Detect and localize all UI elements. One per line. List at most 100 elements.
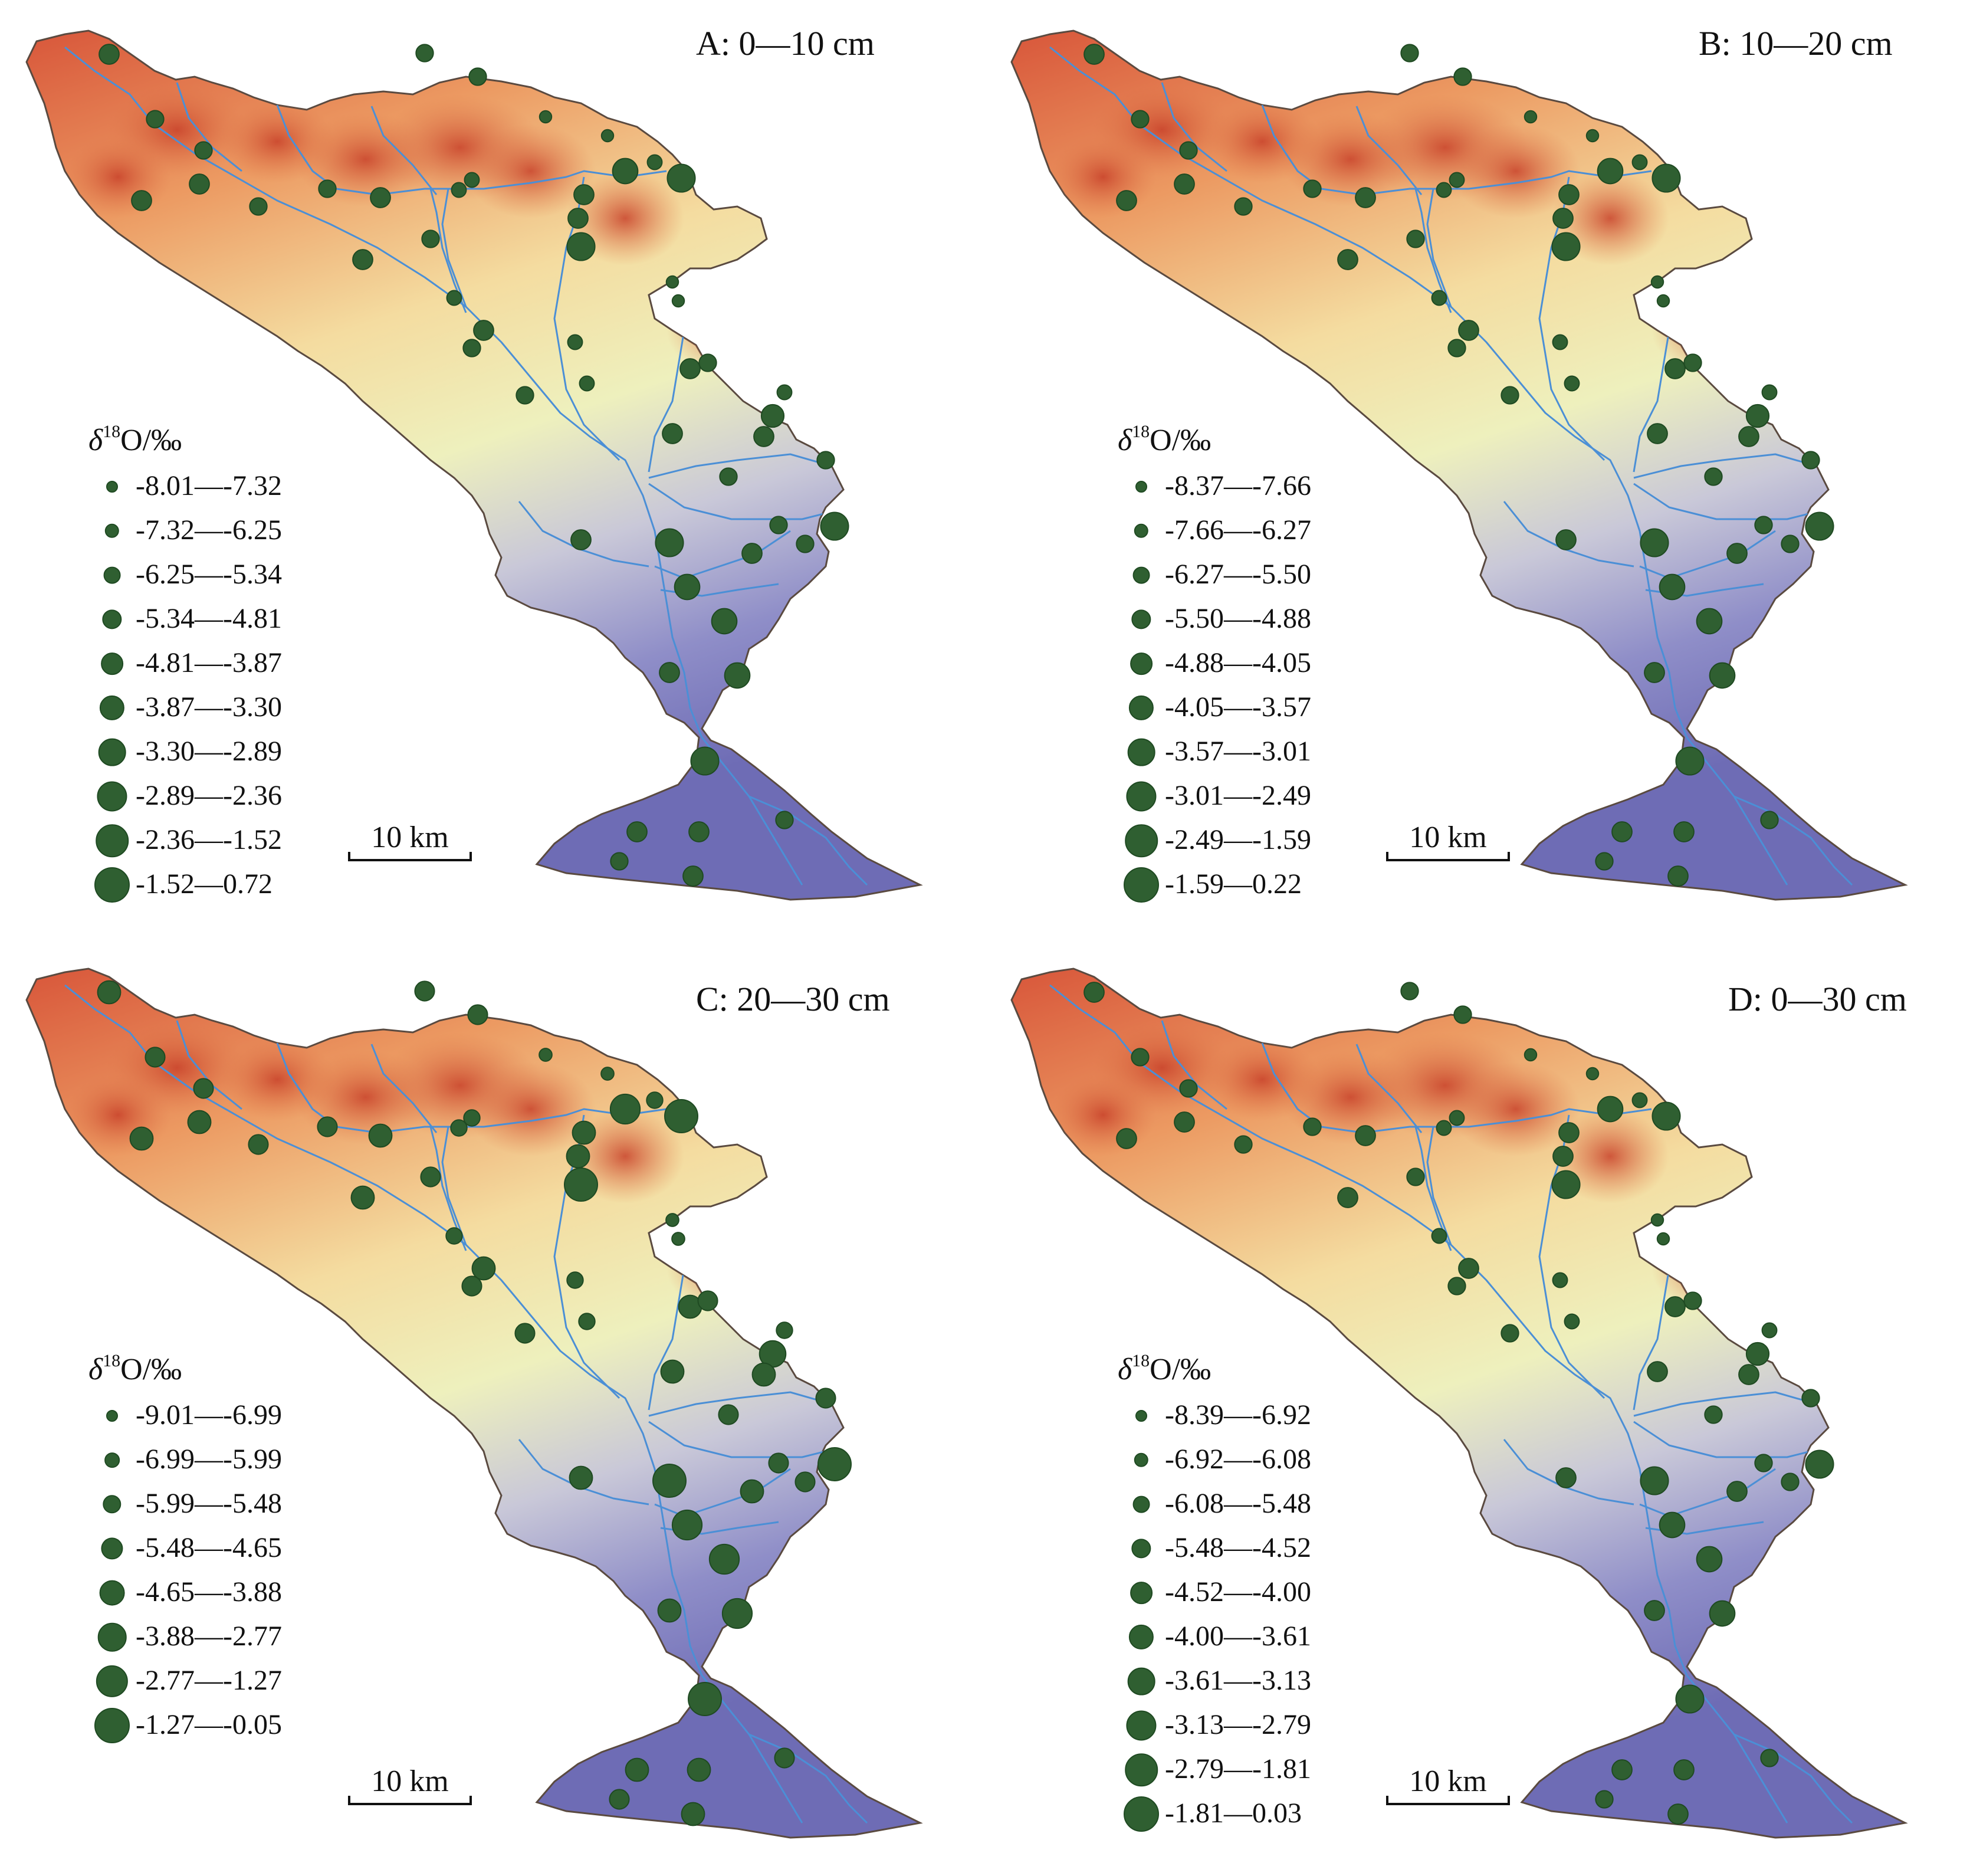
- sample-site-marker: [796, 534, 815, 553]
- sample-site-marker: [1595, 852, 1614, 871]
- sample-site-marker: [566, 1271, 584, 1289]
- legend-item: -6.08—-5.48: [1118, 1483, 1311, 1527]
- sample-site-marker: [760, 404, 785, 428]
- legend-a: δ18O/‰ -8.01—-7.32 -7.32—-6.25 -6.25—-5.34 -…: [88, 422, 282, 907]
- sample-site-marker: [815, 1388, 836, 1409]
- sample-site-marker: [1116, 190, 1137, 211]
- legend-circle-icon: [101, 1537, 123, 1560]
- sample-site-marker: [1234, 1135, 1253, 1154]
- panel-title-d: D: 0—30 cm: [1728, 980, 1907, 1018]
- sample-site-marker: [420, 1166, 441, 1188]
- legend-label: -3.01—-2.49: [1165, 780, 1311, 811]
- sample-site-marker: [1552, 1146, 1574, 1167]
- legend-item: -4.52—-4.00: [1118, 1571, 1311, 1615]
- sample-site-marker: [1558, 1122, 1580, 1143]
- sample-site-marker: [1781, 534, 1800, 553]
- sample-site-marker: [612, 158, 639, 185]
- legend-title: δ18O/‰: [88, 422, 182, 457]
- legend-label: -2.79—-1.81: [1165, 1753, 1311, 1785]
- legend-c: δ18O/‰ -9.01—-6.99 -6.99—-5.99 -5.99—-5.48 -…: [88, 1351, 282, 1748]
- sample-site-marker: [1761, 384, 1778, 401]
- sample-site-marker: [671, 294, 685, 308]
- legend-label: -4.88—-4.05: [1165, 647, 1311, 678]
- river-line: [748, 795, 868, 886]
- legend-label: -3.88—-2.77: [136, 1621, 282, 1652]
- sample-site-marker: [1659, 573, 1686, 601]
- scale-bar-b: 10 km: [1386, 821, 1510, 861]
- legend-circle-icon: [94, 867, 130, 903]
- sample-site-marker: [1664, 358, 1686, 379]
- sample-site-marker: [1355, 1125, 1376, 1146]
- sample-site-marker: [1406, 1167, 1425, 1186]
- sample-site-marker: [1651, 163, 1681, 193]
- sample-site-marker: [471, 1256, 496, 1281]
- sample-site-marker: [1552, 1272, 1568, 1288]
- terrain-ridge: [1050, 1074, 1156, 1156]
- legend-item: -1.81—0.03: [1118, 1792, 1302, 1836]
- sample-site-marker: [776, 1321, 793, 1339]
- sample-site-marker: [1696, 608, 1723, 635]
- sample-site-marker: [626, 821, 648, 842]
- sample-site-marker: [567, 208, 589, 229]
- river-line: [1049, 984, 1688, 1676]
- sample-site-marker: [415, 44, 434, 63]
- sample-site-marker: [1631, 154, 1648, 170]
- scale-label: 10 km: [371, 821, 449, 854]
- river-line: [1161, 1020, 1227, 1110]
- legend-circle-icon: [106, 481, 118, 493]
- sample-site-marker: [1303, 179, 1322, 198]
- legend-circle-icon: [1124, 867, 1159, 903]
- sample-site-marker: [1431, 290, 1447, 306]
- sample-site-marker: [1745, 1342, 1770, 1366]
- legend-label: -4.52—-4.00: [1165, 1576, 1311, 1608]
- sample-site-marker: [687, 1757, 711, 1782]
- legend-item: -8.39—-6.92: [1118, 1394, 1311, 1438]
- river-line: [1639, 1468, 1776, 1517]
- legend-item: -3.87—-3.30: [88, 686, 282, 730]
- legend-label: -7.32—-6.25: [136, 514, 282, 546]
- sample-site-marker: [1726, 1481, 1748, 1502]
- sample-site-marker: [751, 1362, 776, 1387]
- legend-circle-icon: [1131, 1539, 1151, 1559]
- legend-label: -2.36—-1.52: [136, 824, 282, 855]
- sample-site-marker: [776, 384, 793, 401]
- sample-site-marker: [1597, 158, 1624, 185]
- legend-item: -7.32—-6.25: [88, 509, 282, 553]
- legend-circle-icon: [97, 1622, 127, 1652]
- sample-site-marker: [718, 1404, 739, 1425]
- sample-site-marker: [724, 662, 751, 689]
- legend-circle-icon: [103, 566, 121, 584]
- sample-site-marker: [1131, 1048, 1150, 1067]
- sample-site-marker: [1745, 404, 1770, 428]
- sample-site-marker: [1801, 451, 1820, 470]
- legend-label: -4.81—-3.87: [136, 647, 282, 678]
- terrain-ridge: [1551, 171, 1669, 265]
- legend-item: -2.77—-1.27: [88, 1659, 282, 1704]
- legend-label: -6.08—-5.48: [1165, 1488, 1311, 1519]
- panel-title-a: A: 0—10 cm: [696, 24, 875, 63]
- sample-site-marker: [1552, 208, 1574, 229]
- legend-circle-icon: [102, 609, 122, 629]
- sample-site-marker: [1174, 1111, 1195, 1133]
- sample-site-marker: [131, 190, 152, 211]
- legend-label: -2.89—-2.36: [136, 780, 282, 811]
- terrain-ridge: [65, 1074, 171, 1156]
- terrain-ridge: [466, 1062, 596, 1156]
- terrain-ridge: [1050, 136, 1156, 218]
- sample-site-marker: [610, 852, 629, 871]
- sample-site-marker: [1449, 1110, 1465, 1126]
- sample-site-marker: [1234, 197, 1253, 216]
- sample-site-marker: [671, 1509, 703, 1541]
- legend-circle-icon: [1125, 1753, 1158, 1786]
- sample-site-marker: [721, 1598, 753, 1629]
- sample-site-marker: [573, 184, 595, 205]
- sample-site-marker: [462, 339, 481, 358]
- sample-site-marker: [539, 110, 553, 124]
- sample-site-marker: [652, 1464, 687, 1498]
- sample-site-marker: [698, 353, 717, 372]
- map-panel-c: C: 20—30 cm δ18O/‰ -9.01—-6.99 -6.99—-5.99…: [0, 938, 985, 1876]
- legend-item: -8.01—-7.32: [88, 465, 282, 509]
- legend-item: -3.30—-2.89: [88, 730, 282, 775]
- sample-site-marker: [1458, 320, 1479, 341]
- legend-label: -5.34—-4.81: [136, 603, 282, 634]
